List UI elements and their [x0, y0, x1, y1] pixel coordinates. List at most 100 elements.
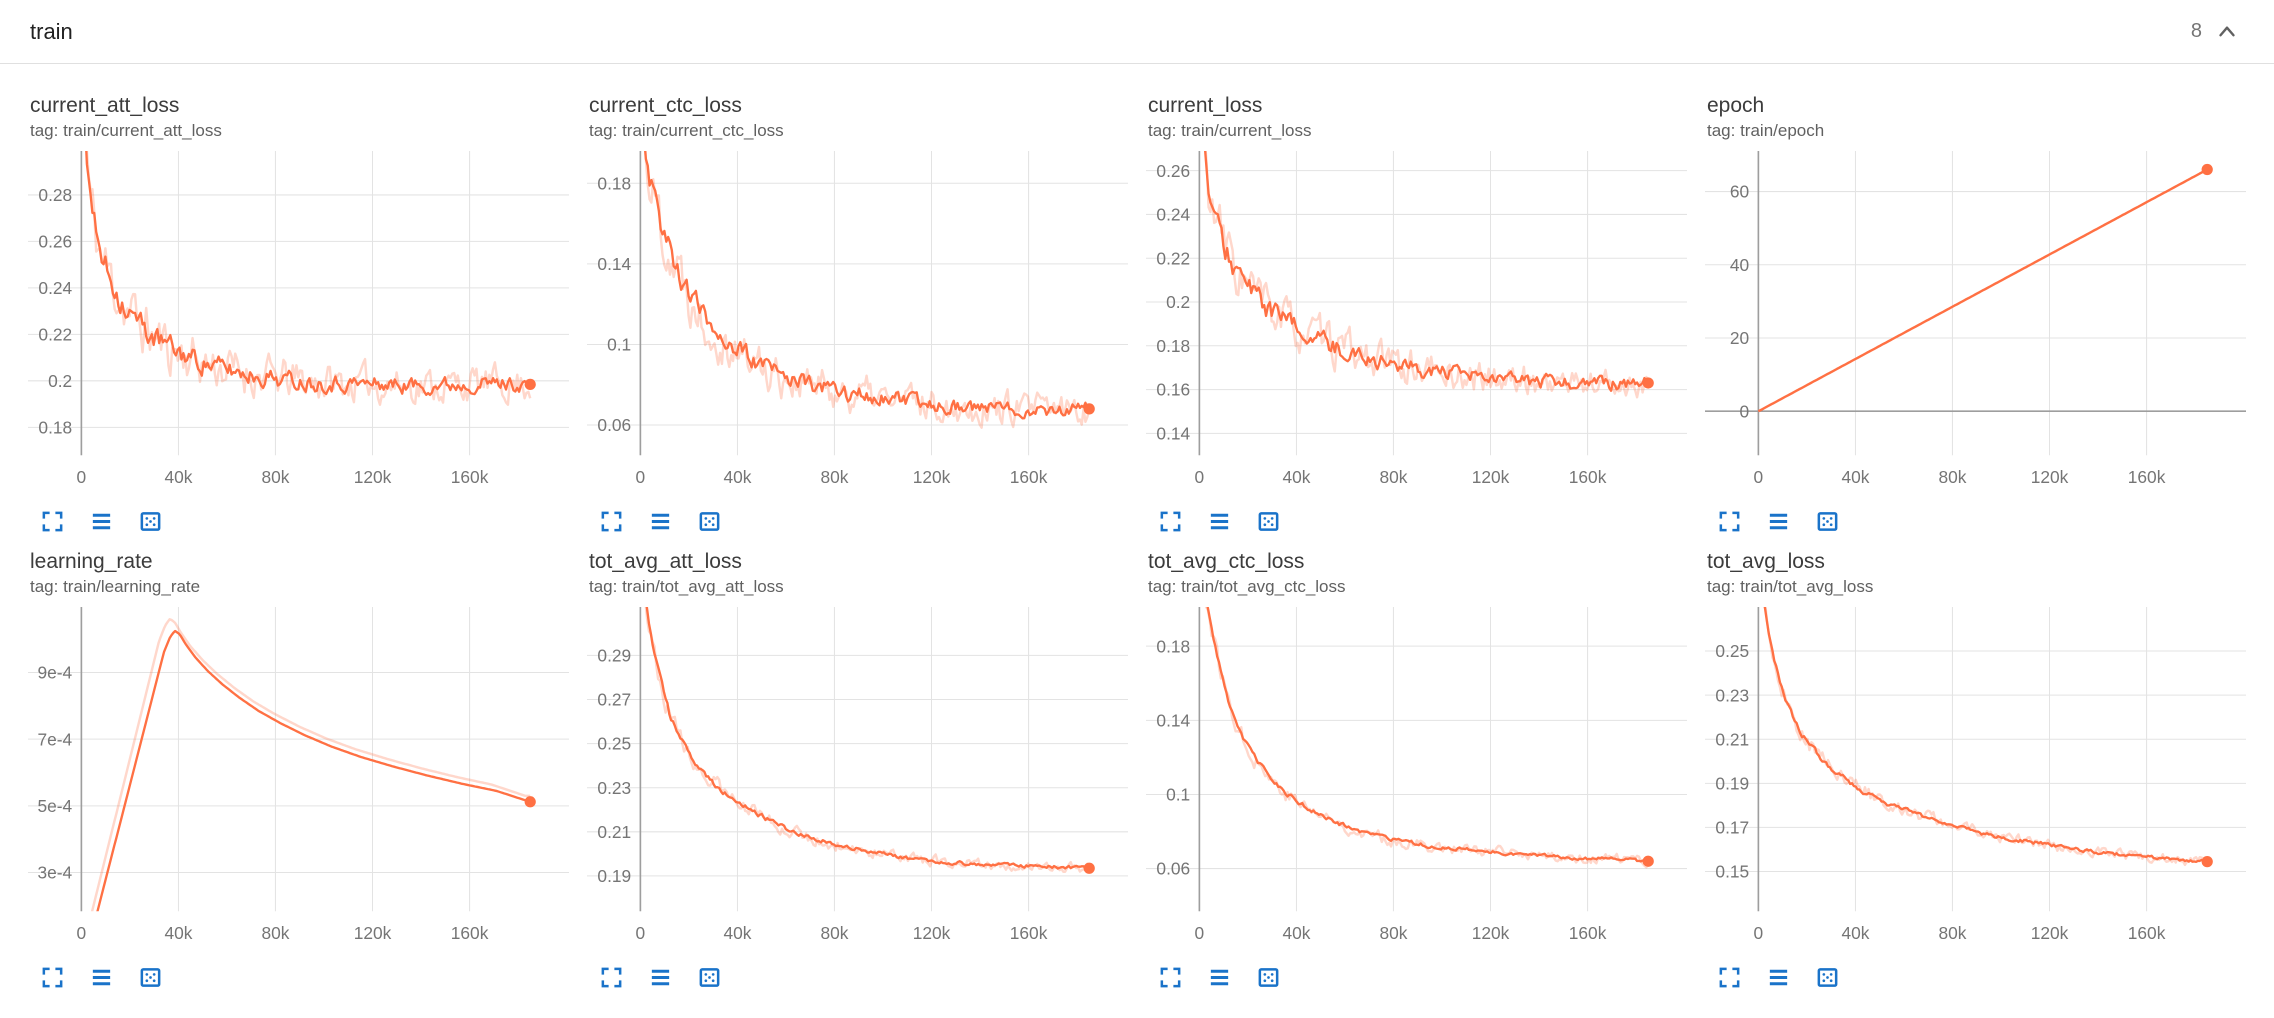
svg-text:0.2: 0.2 [1166, 292, 1190, 312]
fit-domain-icon[interactable] [1815, 965, 1840, 990]
svg-text:0.26: 0.26 [38, 232, 72, 252]
svg-text:0: 0 [77, 923, 87, 943]
fit-domain-icon[interactable] [1256, 509, 1281, 534]
svg-text:80k: 80k [1379, 923, 1407, 943]
svg-text:40k: 40k [1282, 923, 1310, 943]
chart-toolbar [1705, 501, 2246, 534]
fullscreen-icon[interactable] [1158, 965, 1183, 990]
chart-title: learning_rate [30, 550, 153, 574]
svg-text:160k: 160k [2128, 467, 2166, 487]
svg-text:3e-4: 3e-4 [37, 863, 72, 883]
fullscreen-icon[interactable] [40, 965, 65, 990]
svg-text:0.24: 0.24 [38, 278, 72, 298]
run-section-header: train 8 [0, 0, 2274, 64]
line-chart[interactable]: 0.06 0.1 0.14 0.18 0 40k 80k 120k 160k [587, 149, 1128, 501]
chart-tag: tag: train/current_att_loss [30, 121, 222, 140]
svg-text:160k: 160k [1010, 467, 1048, 487]
chart-tag: tag: train/epoch [1707, 121, 1825, 140]
line-chart[interactable]: 0.15 0.17 0.19 0.21 0.23 0.25 0 40k 80k 120k 160k [1705, 605, 2246, 957]
svg-text:0: 0 [1754, 467, 1764, 487]
chart-toolbar [587, 501, 1128, 534]
chart-title: epoch [1707, 94, 1765, 117]
fit-domain-icon[interactable] [1256, 965, 1281, 990]
data-table-icon[interactable] [89, 509, 114, 534]
svg-text:0.19: 0.19 [597, 866, 631, 886]
svg-text:0.23: 0.23 [1715, 685, 1749, 705]
chart-card: learning_rate tag: train/learning_rate 3… [28, 550, 569, 991]
chart-toolbar [1146, 501, 1687, 534]
line-chart[interactable]: 0.19 0.21 0.23 0.25 0.27 0.29 0 40k 80k 120k 160k [587, 605, 1128, 957]
svg-text:60: 60 [1730, 182, 1749, 202]
chart-card: current_ctc_loss tag: train/current_ctc_… [587, 94, 1128, 535]
svg-text:40k: 40k [164, 923, 192, 943]
fullscreen-icon[interactable] [1717, 965, 1742, 990]
line-chart[interactable]: 0.06 0.1 0.14 0.18 0 40k 80k 120k 160k [1146, 605, 1687, 957]
svg-text:5e-4: 5e-4 [37, 796, 72, 816]
fullscreen-icon[interactable] [1158, 509, 1183, 534]
svg-text:160k: 160k [2128, 923, 2166, 943]
line-chart[interactable]: 0 20 40 60 0 40k 80k 120k 160k [1705, 149, 2246, 501]
data-table-icon[interactable] [1207, 965, 1232, 990]
fit-domain-icon[interactable] [697, 509, 722, 534]
svg-text:80k: 80k [261, 923, 289, 943]
line-chart[interactable]: 0.14 0.16 0.18 0.2 0.22 0.24 0.26 0 40k 80k 120k 16… [1146, 149, 1687, 501]
chart-toolbar [28, 501, 569, 534]
svg-text:40k: 40k [164, 467, 192, 487]
svg-text:0.26: 0.26 [1156, 161, 1190, 181]
svg-text:120k: 120k [1472, 923, 1510, 943]
chart-tag: tag: train/current_ctc_loss [589, 121, 784, 140]
svg-text:0.06: 0.06 [597, 415, 631, 435]
chart-card: current_loss tag: train/current_loss 0.1… [1146, 94, 1687, 535]
fit-domain-icon[interactable] [697, 965, 722, 990]
svg-text:40k: 40k [1841, 467, 1869, 487]
svg-text:0.1: 0.1 [607, 335, 631, 355]
fullscreen-icon[interactable] [40, 509, 65, 534]
data-table-icon[interactable] [1207, 509, 1232, 534]
svg-text:120k: 120k [354, 923, 392, 943]
fullscreen-icon[interactable] [599, 509, 624, 534]
chart-count: 8 [2190, 20, 2202, 42]
fullscreen-icon[interactable] [1717, 509, 1742, 534]
chart-grid: current_att_loss tag: train/current_att_… [28, 94, 2246, 991]
fit-domain-icon[interactable] [138, 965, 163, 990]
svg-text:40k: 40k [723, 467, 751, 487]
svg-text:0.29: 0.29 [597, 646, 631, 666]
svg-text:7e-4: 7e-4 [37, 729, 72, 749]
svg-text:20: 20 [1730, 328, 1749, 348]
chart-toolbar [1705, 957, 2246, 990]
chart-title: tot_avg_loss [1707, 550, 1825, 574]
data-table-icon[interactable] [648, 965, 673, 990]
svg-text:0.19: 0.19 [1715, 774, 1749, 794]
chart-title: tot_avg_att_loss [589, 550, 742, 574]
svg-text:0: 0 [1740, 401, 1750, 421]
chart-card: epoch tag: train/epoch 0 20 40 60 0 40k 80k 120… [1705, 94, 2246, 535]
fit-domain-icon[interactable] [138, 509, 163, 534]
data-table-icon[interactable] [1766, 965, 1791, 990]
svg-text:120k: 120k [2031, 923, 2069, 943]
data-table-icon[interactable] [89, 965, 114, 990]
chevron-up-icon[interactable] [2214, 19, 2240, 45]
svg-text:80k: 80k [261, 467, 289, 487]
fullscreen-icon[interactable] [599, 965, 624, 990]
svg-text:0.1: 0.1 [1166, 785, 1190, 805]
section-content: current_att_loss tag: train/current_att_… [0, 64, 2274, 1006]
data-table-icon[interactable] [1766, 509, 1791, 534]
chart-card: tot_avg_loss tag: train/tot_avg_loss 0.1… [1705, 550, 2246, 991]
line-chart[interactable]: 0.18 0.2 0.22 0.24 0.26 0.28 0 40k 80k 120k 160k [28, 149, 569, 501]
chart-toolbar [587, 957, 1128, 990]
svg-text:0.18: 0.18 [1156, 336, 1190, 356]
fit-domain-icon[interactable] [1815, 509, 1840, 534]
svg-text:0.23: 0.23 [597, 778, 631, 798]
svg-text:80k: 80k [820, 923, 848, 943]
data-table-icon[interactable] [648, 509, 673, 534]
svg-text:0: 0 [636, 467, 646, 487]
chart-title: current_loss [1148, 94, 1263, 117]
svg-text:0.18: 0.18 [1156, 636, 1190, 656]
svg-text:0: 0 [77, 467, 87, 487]
line-chart[interactable]: 3e-4 5e-4 7e-4 9e-4 0 40k 80k 120k 160k [28, 605, 569, 957]
chart-tag: tag: train/tot_avg_att_loss [589, 577, 784, 597]
svg-text:0.14: 0.14 [1156, 424, 1190, 444]
svg-text:40k: 40k [723, 923, 751, 943]
svg-text:0: 0 [1195, 467, 1205, 487]
